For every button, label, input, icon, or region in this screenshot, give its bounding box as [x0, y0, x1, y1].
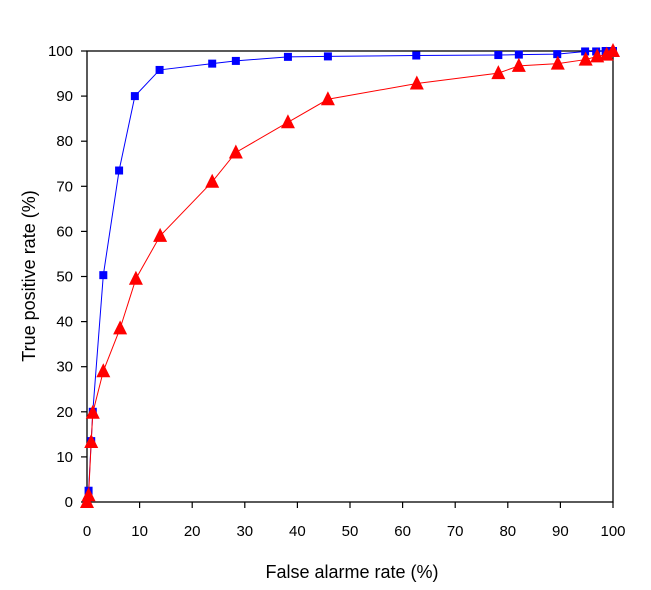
- series-1: [83, 47, 617, 506]
- y-axis-title: True positive rate (%): [19, 190, 39, 361]
- series-1-point: [514, 50, 523, 59]
- x-tick-label: 80: [499, 523, 516, 540]
- labels-layer: False alarme rate (%) True positive rate…: [19, 43, 626, 582]
- series-1-point: [130, 92, 139, 101]
- y-tick-label: 100: [48, 43, 73, 60]
- series-2-point: [153, 227, 168, 242]
- series-1-point: [208, 59, 217, 68]
- y-tick-label: 30: [56, 359, 73, 376]
- series-2-point: [511, 57, 526, 72]
- x-axis-title: False alarme rate (%): [265, 562, 438, 582]
- x-tick-label: 20: [184, 523, 201, 540]
- x-tick-label: 0: [83, 523, 91, 540]
- series-1-point: [494, 51, 503, 60]
- series-2-point: [228, 144, 243, 159]
- series-2-point: [280, 114, 295, 129]
- series-2-point: [578, 51, 593, 66]
- series-1-point: [283, 52, 292, 61]
- series-2-point: [320, 91, 335, 106]
- y-tick-label: 60: [56, 223, 73, 240]
- x-tick-label: 50: [342, 523, 359, 540]
- series-2-point: [599, 46, 614, 61]
- x-tick-label: 30: [236, 523, 253, 540]
- series-2-point: [128, 270, 143, 285]
- series-1-point: [581, 47, 590, 56]
- y-tick-label: 10: [56, 449, 73, 466]
- series-layer: [80, 43, 620, 508]
- y-tick-label: 70: [56, 178, 73, 195]
- series-2-point: [81, 487, 96, 502]
- x-tick-label: 100: [600, 523, 625, 540]
- series-2-point: [85, 404, 100, 419]
- series-2-point: [491, 65, 506, 80]
- plot-frame: [86, 50, 614, 503]
- series-1-point: [155, 65, 164, 74]
- y-tick-label: 90: [56, 88, 73, 105]
- y-tick-label: 50: [56, 269, 73, 286]
- series-1-point: [323, 52, 332, 61]
- x-tick-label: 60: [394, 523, 411, 540]
- series-2-point: [409, 75, 424, 90]
- series-2-point: [96, 363, 111, 378]
- series-2-point: [550, 55, 565, 70]
- y-tick-label: 80: [56, 133, 73, 150]
- series-1-point: [115, 166, 124, 175]
- y-tick-label: 20: [56, 404, 73, 421]
- series-1-point: [99, 271, 108, 280]
- series-2: [80, 43, 620, 508]
- y-tick-label: 0: [65, 494, 73, 511]
- series-2-line: [86, 50, 614, 503]
- series-2-point: [606, 43, 620, 57]
- series-1-point: [553, 50, 562, 59]
- series-2-point: [113, 320, 128, 335]
- x-tick-label: 70: [447, 523, 464, 540]
- series-1-point: [231, 56, 240, 65]
- series-2-point: [205, 173, 220, 188]
- x-tick-label: 10: [131, 523, 148, 540]
- x-tick-label: 90: [552, 523, 569, 540]
- y-tick-label: 40: [56, 314, 73, 331]
- x-tick-label: 40: [289, 523, 306, 540]
- series-1-point: [412, 51, 421, 60]
- axes: [81, 50, 614, 508]
- series-1-line: [86, 50, 613, 503]
- series-2-point: [84, 434, 99, 449]
